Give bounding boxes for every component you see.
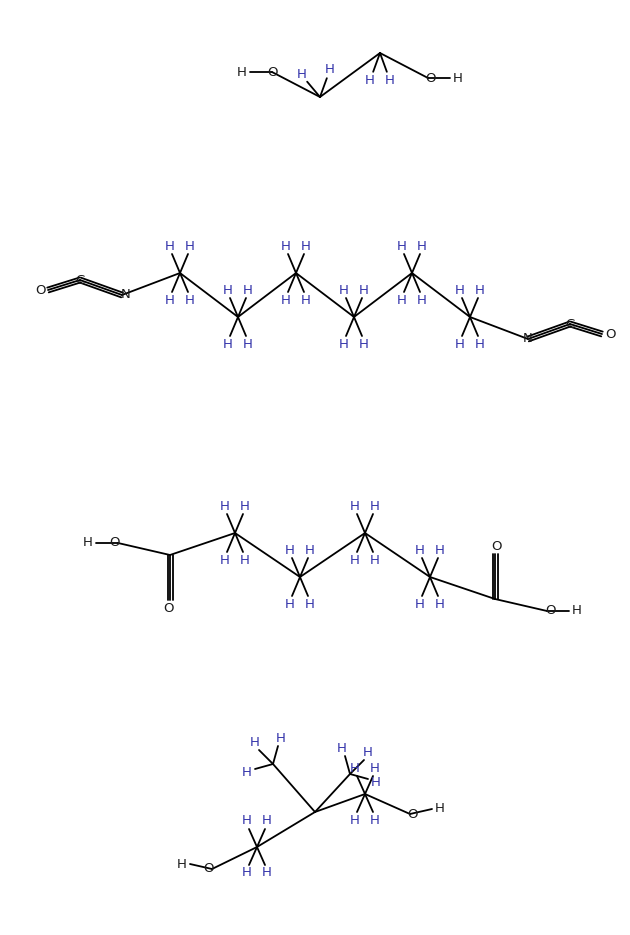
Text: H: H — [242, 867, 252, 880]
Text: H: H — [240, 499, 250, 512]
Text: H: H — [250, 736, 260, 749]
Text: H: H — [415, 597, 425, 611]
Text: H: H — [301, 239, 311, 252]
Text: H: H — [415, 543, 425, 556]
Text: H: H — [417, 239, 427, 252]
Text: H: H — [350, 499, 360, 512]
Text: H: H — [281, 239, 291, 252]
Text: H: H — [301, 294, 311, 307]
Text: O: O — [492, 539, 502, 553]
Text: H: H — [305, 597, 315, 611]
Text: H: H — [453, 71, 463, 84]
Text: H: H — [371, 775, 381, 788]
Text: H: H — [243, 283, 253, 296]
Text: H: H — [223, 338, 233, 351]
Text: O: O — [203, 862, 214, 875]
Text: H: H — [339, 283, 349, 296]
Text: O: O — [408, 808, 418, 821]
Text: H: H — [262, 814, 272, 827]
Text: C: C — [565, 318, 575, 330]
Text: H: H — [350, 761, 360, 774]
Text: H: H — [220, 499, 230, 512]
Text: H: H — [417, 294, 427, 307]
Text: H: H — [339, 338, 349, 351]
Text: H: H — [177, 857, 187, 870]
Text: H: H — [365, 74, 375, 87]
Text: O: O — [605, 327, 616, 340]
Text: H: H — [359, 338, 369, 351]
Text: N: N — [523, 333, 533, 346]
Text: H: H — [262, 867, 272, 880]
Text: H: H — [240, 554, 250, 567]
Text: H: H — [242, 814, 252, 827]
Text: H: H — [455, 283, 465, 296]
Text: O: O — [546, 605, 556, 617]
Text: H: H — [370, 499, 380, 512]
Text: H: H — [83, 537, 93, 550]
Text: O: O — [163, 601, 173, 614]
Text: O: O — [35, 283, 45, 296]
Text: H: H — [281, 294, 291, 307]
Text: H: H — [165, 239, 175, 252]
Text: H: H — [475, 338, 485, 351]
Text: H: H — [285, 543, 295, 556]
Text: H: H — [397, 239, 407, 252]
Text: H: H — [297, 68, 306, 81]
Text: H: H — [397, 294, 407, 307]
Text: H: H — [370, 813, 380, 827]
Text: H: H — [350, 554, 360, 567]
Text: H: H — [370, 761, 380, 774]
Text: H: H — [359, 283, 369, 296]
Text: H: H — [435, 597, 445, 611]
Text: O: O — [266, 65, 277, 79]
Text: H: H — [363, 745, 373, 758]
Text: H: H — [242, 766, 252, 779]
Text: H: H — [165, 294, 175, 307]
Text: H: H — [385, 74, 395, 87]
Text: H: H — [337, 741, 347, 755]
Text: H: H — [572, 605, 582, 617]
Text: H: H — [185, 294, 195, 307]
Text: H: H — [285, 597, 295, 611]
Text: H: H — [223, 283, 233, 296]
Text: H: H — [276, 731, 286, 744]
Text: N: N — [121, 289, 131, 301]
Text: H: H — [350, 813, 360, 827]
Text: H: H — [220, 554, 230, 567]
Text: H: H — [435, 802, 445, 815]
Text: O: O — [110, 537, 120, 550]
Text: H: H — [325, 64, 335, 77]
Text: H: H — [455, 338, 465, 351]
Text: H: H — [475, 283, 485, 296]
Text: H: H — [237, 65, 247, 79]
Text: H: H — [243, 338, 253, 351]
Text: H: H — [185, 239, 195, 252]
Text: O: O — [425, 71, 435, 84]
Text: H: H — [305, 543, 315, 556]
Text: H: H — [370, 554, 380, 567]
Text: H: H — [435, 543, 445, 556]
Text: C: C — [76, 274, 84, 286]
